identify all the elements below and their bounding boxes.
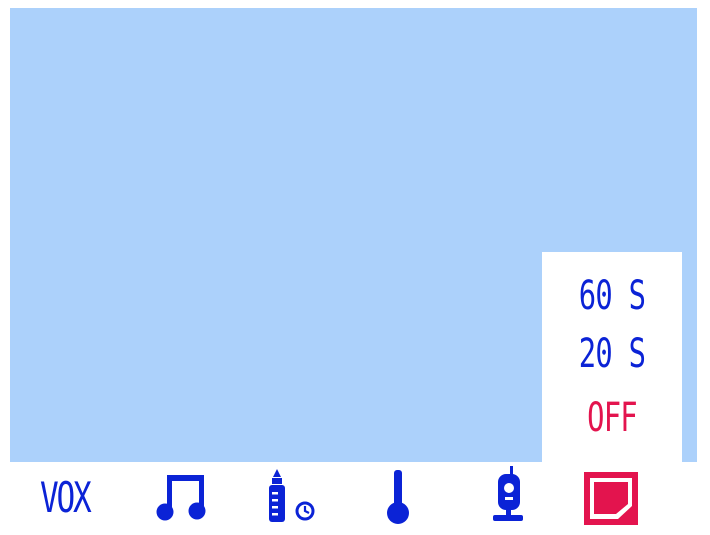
camera-icon[interactable] (484, 462, 532, 535)
music-note-icon[interactable] (155, 462, 215, 535)
icon-toolbar: VOX (0, 462, 710, 535)
timeout-menu: 60 S 20 S OFF (542, 252, 682, 466)
bottle-timer-icon[interactable] (260, 462, 326, 535)
screen-off-icon[interactable] (581, 462, 643, 535)
menu-option-off[interactable]: OFF (587, 395, 638, 441)
menu-option-60s[interactable]: 60 S (578, 273, 646, 319)
vox-button[interactable]: VOX (40, 473, 92, 522)
thermometer-icon[interactable] (378, 462, 418, 535)
menu-option-20s[interactable]: 20 S (578, 331, 646, 377)
